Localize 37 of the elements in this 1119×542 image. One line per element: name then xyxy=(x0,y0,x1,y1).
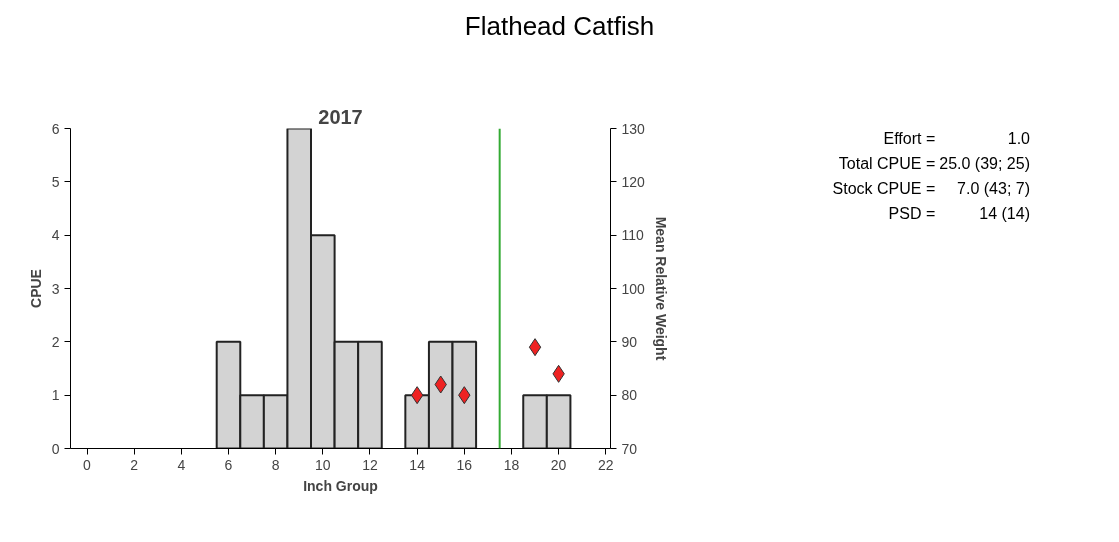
y2-tick-label: 100 xyxy=(621,280,646,297)
x-tick-label: 18 xyxy=(503,456,520,473)
text: Stock CPUE = 7.0 (43; 7) xyxy=(832,179,1030,197)
y2-tick-label: 80 xyxy=(621,387,638,404)
y2-tick-label: 110 xyxy=(621,227,645,244)
text: Effort = 1.0 xyxy=(883,130,1030,147)
point xyxy=(410,386,424,405)
x-tick-label: 14 xyxy=(409,456,426,473)
y2-tick-label: 120 xyxy=(621,173,646,190)
y2-tick-label: 90 xyxy=(621,333,638,350)
chart-subtitle: 2017 xyxy=(318,105,363,128)
x-tick-label: 8 xyxy=(271,456,280,473)
x-tick-label: 0 xyxy=(83,456,92,473)
chart-title: Flathead Catfish xyxy=(463,10,656,43)
x-tick-label: 10 xyxy=(315,456,331,473)
y-axis-title: CPUE xyxy=(27,269,44,308)
x-tick-label: 22 xyxy=(598,456,614,473)
x-tick-label: 20 xyxy=(550,456,567,473)
y-tick-label: 4 xyxy=(51,227,60,244)
x-tick-label: 4 xyxy=(177,456,186,473)
y2-axis-title: Mean Relative Weight xyxy=(652,216,669,361)
y-tick-label: 0 xyxy=(51,440,60,457)
y-tick-label: 5 xyxy=(51,173,60,190)
y2-tick-label: 130 xyxy=(621,120,646,137)
y-tick-label: 6 xyxy=(51,120,60,137)
x-tick-label: 12 xyxy=(362,456,378,473)
x-tick-label: 16 xyxy=(456,456,473,473)
x-tick-label: 6 xyxy=(224,456,233,473)
text: PSD = 14 (14) xyxy=(888,204,1030,222)
y-tick-label: 1 xyxy=(51,387,60,404)
text: Total CPUE = 25.0 (39; 25) xyxy=(837,153,1030,174)
x-tick-label: 2 xyxy=(130,456,139,473)
y-tick-label: 3 xyxy=(51,280,60,297)
y2-tick-label: 70 xyxy=(621,440,638,457)
point xyxy=(528,338,542,357)
y-tick-label: 2 xyxy=(51,333,60,350)
x-axis-title: Inch Group xyxy=(303,477,378,494)
